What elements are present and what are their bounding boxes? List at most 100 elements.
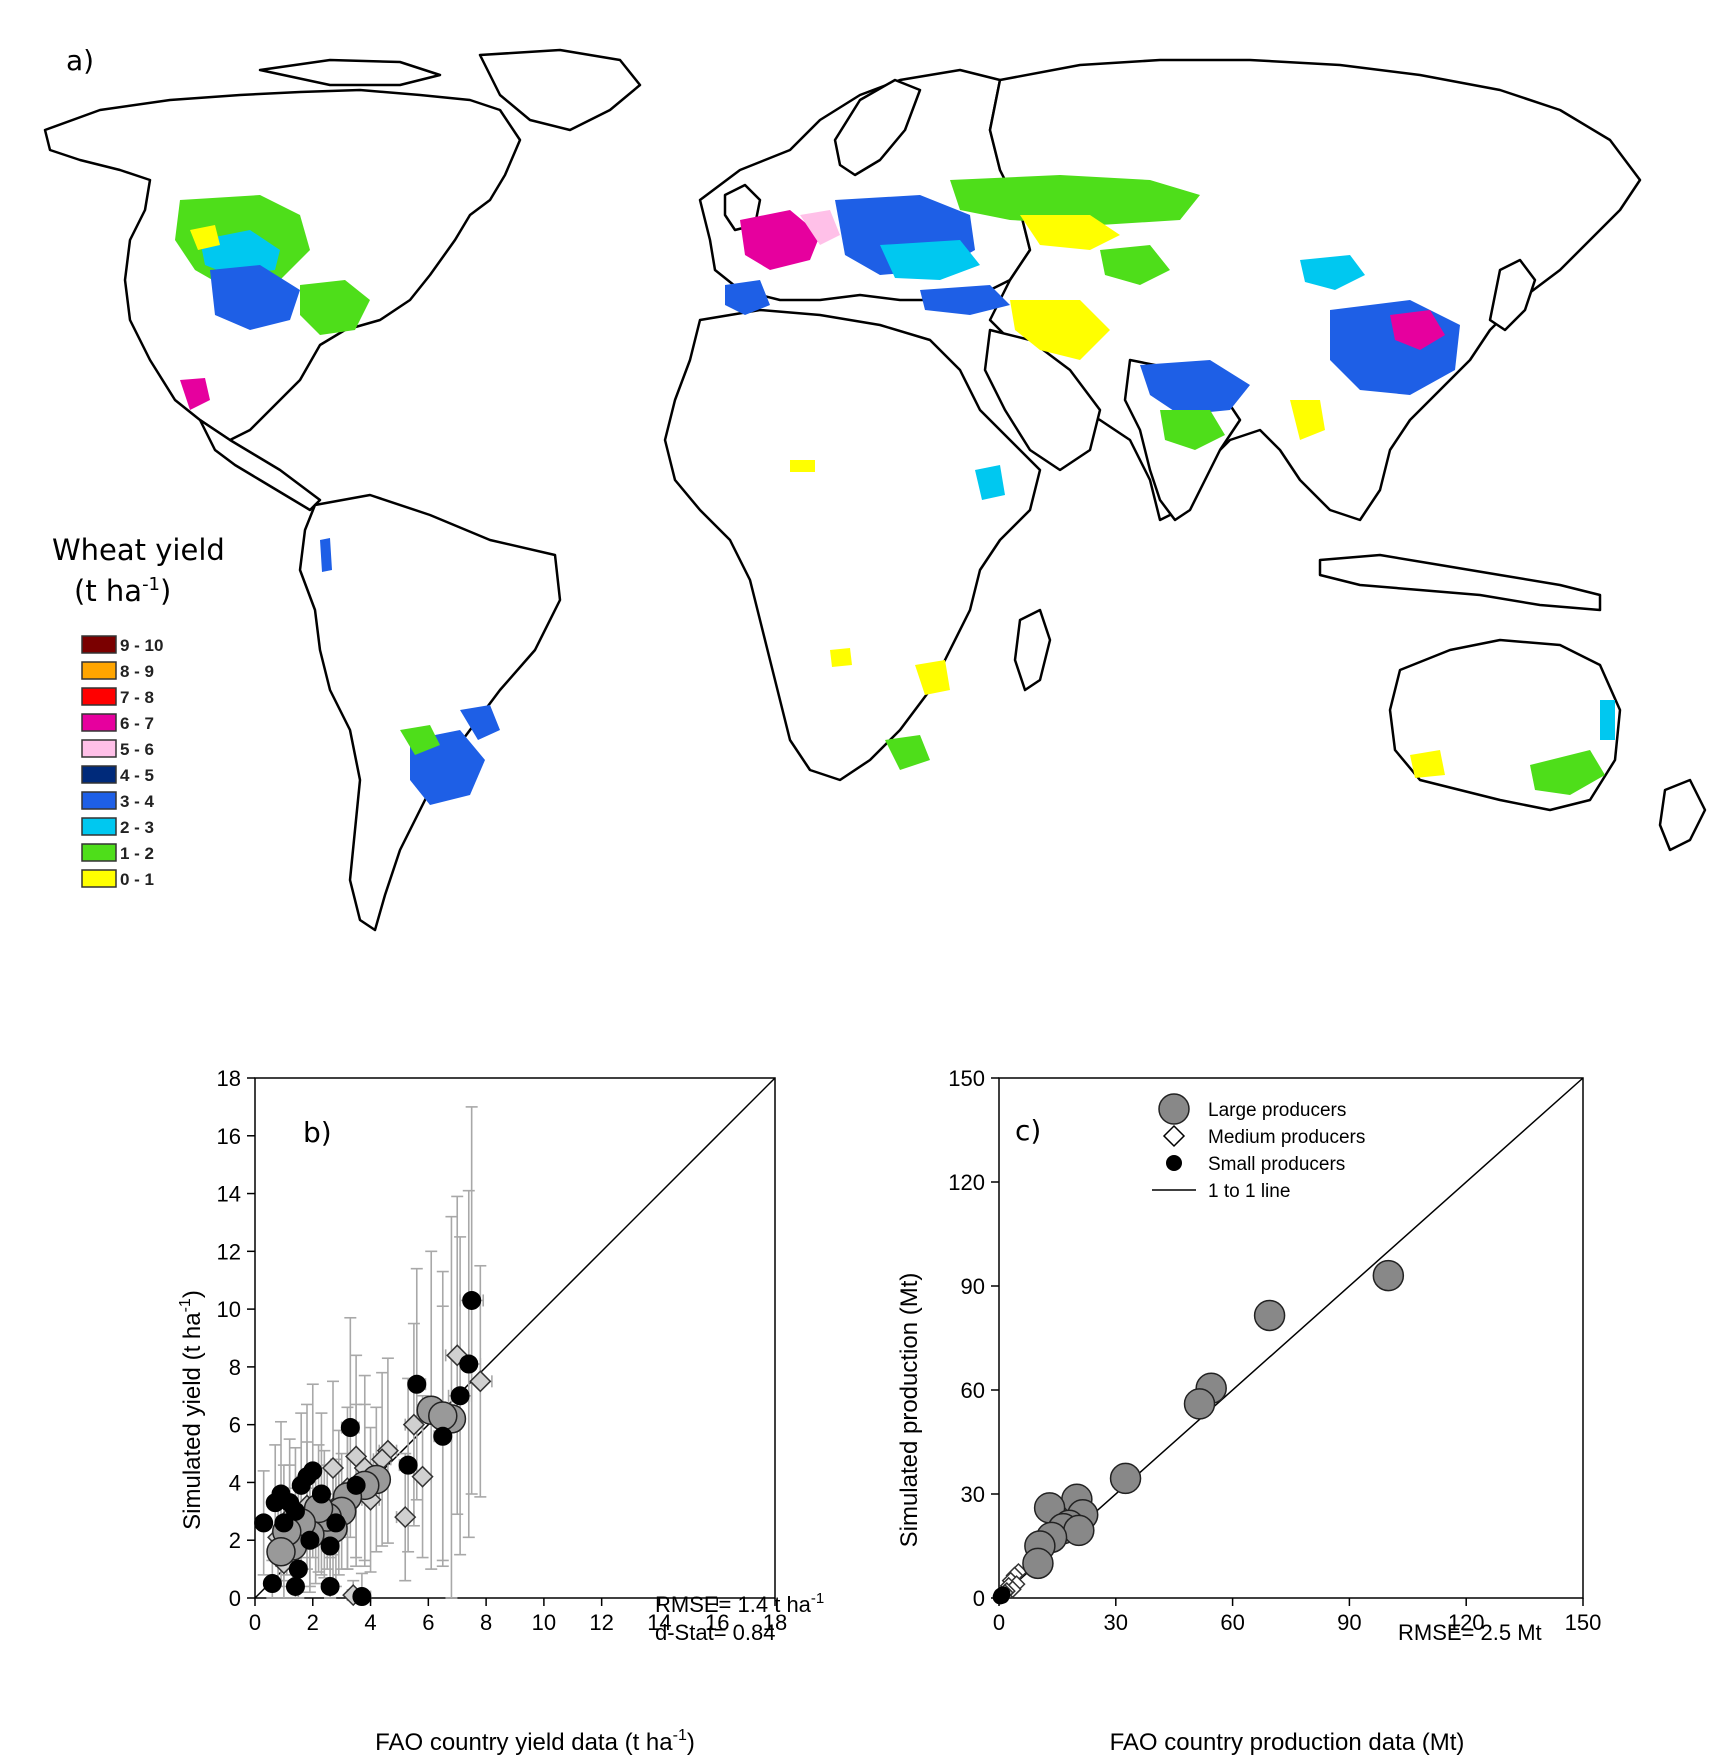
- point-medium-producer: [345, 1445, 368, 1468]
- y-tick-label: 120: [948, 1170, 985, 1195]
- x-tick-label: 10: [532, 1610, 556, 1635]
- japan: [1488, 258, 1537, 332]
- continent-africa: [663, 308, 1042, 782]
- madagascar: [1013, 608, 1052, 692]
- point-large-producer: [1372, 1259, 1405, 1292]
- legend-entry-label: 1 to 1 line: [1208, 1181, 1290, 1202]
- x-tick-label: 150: [1565, 1610, 1602, 1635]
- yield-region-europe-west: [740, 210, 820, 270]
- legend-entry-label: Medium producers: [1208, 1127, 1365, 1148]
- panel-label-c: c): [1015, 1114, 1041, 1147]
- x-tick-label: 14: [647, 1610, 671, 1635]
- point-medium-producer: [469, 1370, 492, 1393]
- legend-item-label: 5 - 6: [120, 740, 154, 759]
- yield-region-russia: [950, 175, 1200, 225]
- yield-region-turkey: [920, 285, 1010, 315]
- point-small-producer: [291, 1475, 311, 1495]
- legend-swatch: [81, 661, 117, 680]
- data-points-b: [254, 1290, 492, 1607]
- y-tick-label: 14: [217, 1182, 241, 1207]
- y-axis-title-c: Simulated production (Mt): [896, 1273, 923, 1548]
- point-small-producer: [994, 1588, 1010, 1604]
- y-axis-title-b: Simulated yield (t ha-1): [177, 1290, 206, 1530]
- central-america: [198, 418, 322, 512]
- x-axis-title-b: FAO country yield data (t ha-1): [375, 1727, 695, 1756]
- legend-swatch: [81, 791, 117, 810]
- legend-item-label: 7 - 8: [120, 688, 154, 707]
- yield-region-brazil: [460, 705, 500, 740]
- y-tick-label: 90: [961, 1274, 985, 1299]
- yield-region-australia-se: [1530, 750, 1605, 795]
- legend-item-label: 6 - 7: [120, 714, 154, 733]
- yield-region-mexico: [180, 378, 210, 410]
- point-large-producer: [266, 1537, 296, 1567]
- yield-region-nigeria: [790, 460, 815, 472]
- x-tick-label: 30: [1104, 1610, 1128, 1635]
- indonesia-islands: [1318, 553, 1602, 612]
- yield-region-ethiopia: [975, 465, 1005, 500]
- point-small-producer: [320, 1536, 340, 1556]
- x-tick-label: 120: [1448, 1610, 1485, 1635]
- data-points-c: [992, 1259, 1405, 1605]
- point-small-producer: [462, 1290, 482, 1310]
- point-small-producer: [274, 1513, 294, 1533]
- tick-labels-c: 0 30 60 90 120 150 0 30 60 90 120 150: [948, 1066, 1601, 1635]
- point-medium-producer: [321, 1456, 345, 1480]
- production-scatter-chart: 0 30 60 90 120 150 0 30 60 90 120 150 c) FAO countr…: [896, 1066, 1601, 1756]
- yield-region-na-yellow: [190, 225, 220, 250]
- yield-scatter-chart: 0 2 4 6 8 10 12 14 16 18 0 2 4 6 8 10 12 14 16 18 b) FAO co…: [177, 1066, 824, 1756]
- legend-c: Large producers Medium producers Small pro…: [1152, 1093, 1365, 1202]
- point-medium-producer: [402, 1413, 425, 1436]
- dstat-label-b: d-Stat= 0.84: [655, 1620, 775, 1645]
- x-tick-label: 18: [763, 1610, 787, 1635]
- y-tick-label: 10: [217, 1297, 241, 1322]
- point-small-producer: [398, 1455, 418, 1475]
- x-axis-title-c: FAO country production data (Mt): [1110, 1729, 1465, 1756]
- point-small-producer: [300, 1530, 320, 1550]
- legend-swatch: [81, 635, 117, 654]
- point-small-producer: [346, 1475, 366, 1495]
- y-tick-label: 2: [229, 1528, 241, 1553]
- rmse-label-b: RMSE= 1.4 t ha-1: [655, 1590, 824, 1617]
- x-tick-label: 4: [364, 1610, 376, 1635]
- legend-items: 9 - 10 8 - 9 7 - 8 6 - 7 5 - 6 4 - 5 3 - 4 2 - …: [81, 635, 163, 889]
- yield-region-spain: [725, 280, 770, 315]
- y-tick-label: 16: [217, 1124, 241, 1149]
- point-large-producer: [1253, 1299, 1286, 1332]
- point-medium-producer: [394, 1506, 417, 1529]
- yield-regions: [175, 175, 1615, 805]
- y-tick-label: 60: [961, 1378, 985, 1403]
- arctic-islands: [258, 58, 442, 87]
- yield-region-europe-east: [880, 240, 980, 280]
- x-tick-label: 90: [1337, 1610, 1361, 1635]
- x-tick-label: 60: [1220, 1610, 1244, 1635]
- legend-item-label: 9 - 10: [120, 636, 163, 655]
- yield-region-na-plains: [200, 230, 280, 275]
- yield-region-zambia: [915, 660, 950, 695]
- point-small-producer: [320, 1576, 340, 1596]
- legend-swatch: [81, 817, 117, 836]
- legend-item-label: 4 - 5: [120, 766, 154, 785]
- legend-item-label: 8 - 9: [120, 662, 154, 681]
- tick-labels-b: 0 2 4 6 8 10 12 14 16 18 0 2 4 6 8 10 12 14 16 18: [217, 1066, 788, 1635]
- point-small-producer: [326, 1513, 346, 1533]
- yield-region-na-east: [300, 280, 370, 335]
- x-tick-label: 12: [589, 1610, 613, 1635]
- legend-marker-large: [1158, 1093, 1190, 1125]
- y-tick-label: 4: [229, 1470, 241, 1495]
- x-tick-label: 2: [307, 1610, 319, 1635]
- y-tick-label: 0: [973, 1586, 985, 1611]
- yield-region-europe-west-pink: [800, 210, 840, 245]
- yield-region-australia-w: [1410, 750, 1445, 778]
- legend-swatch: [81, 765, 117, 784]
- rmse-label-c: RMSE= 2.5 Mt: [1398, 1620, 1542, 1645]
- point-small-producer: [311, 1484, 331, 1504]
- point-small-producer: [285, 1576, 305, 1596]
- yield-region-australia-e: [1600, 700, 1615, 740]
- legend-swatch: [81, 869, 117, 888]
- y-tick-label: 0: [229, 1586, 241, 1611]
- x-tick-label: 0: [993, 1610, 1005, 1635]
- y-tick-label: 12: [217, 1239, 241, 1264]
- y-tick-label: 150: [948, 1066, 985, 1091]
- yield-region-argentina-green: [400, 725, 440, 755]
